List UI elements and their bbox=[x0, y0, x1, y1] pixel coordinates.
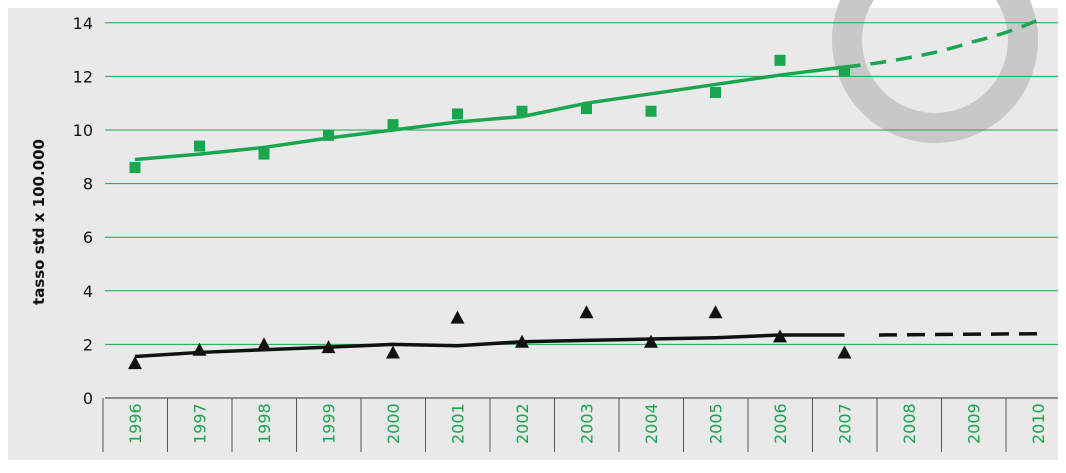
data-point-square bbox=[645, 105, 657, 117]
data-point-triangle bbox=[192, 342, 207, 356]
data-point-triangle bbox=[386, 345, 400, 359]
data-point-triangle bbox=[257, 337, 271, 351]
data-point-triangle bbox=[579, 305, 594, 319]
data-point-triangle bbox=[450, 310, 465, 324]
data-point-triangle bbox=[128, 356, 142, 370]
x-tick-label: 2005 bbox=[707, 403, 726, 444]
y-tick-label: 4 bbox=[83, 282, 93, 301]
y-tick-label: 6 bbox=[83, 228, 93, 247]
chart-panel bbox=[8, 8, 1058, 460]
y-tick-label: 14 bbox=[73, 14, 93, 33]
data-point-square bbox=[194, 140, 205, 152]
x-tick-label: 2004 bbox=[642, 403, 661, 444]
data-point-square bbox=[452, 108, 463, 120]
x-tick-label: 1996 bbox=[126, 403, 145, 444]
data-point-square bbox=[516, 105, 528, 117]
data-point-triangle bbox=[708, 305, 723, 319]
x-tick-label: 1998 bbox=[255, 403, 274, 444]
data-point-square bbox=[129, 162, 141, 174]
data-point-triangle bbox=[515, 334, 529, 348]
decoration-layer bbox=[832, 0, 1038, 143]
x-tick-label: 2006 bbox=[771, 403, 790, 444]
x-tick-label: 2000 bbox=[384, 403, 403, 444]
data-point-triangle bbox=[773, 329, 787, 343]
series-layer bbox=[128, 18, 1039, 370]
data-point-triangle bbox=[644, 334, 658, 348]
data-point-triangle bbox=[837, 345, 852, 359]
y-tick-label: 12 bbox=[73, 67, 93, 86]
y-tick-label: 2 bbox=[83, 335, 93, 354]
x-tick-label: 2009 bbox=[965, 403, 984, 444]
x-tick-label: 2007 bbox=[836, 403, 855, 444]
trend-line bbox=[134, 333, 845, 359]
data-point-square bbox=[323, 129, 334, 141]
projection-line bbox=[844, 18, 1039, 69]
y-axis-label: tasso std x 100.000 bbox=[30, 139, 48, 305]
data-point-square bbox=[258, 148, 270, 160]
x-tick-label: 1997 bbox=[191, 403, 210, 444]
series-0 bbox=[129, 18, 1039, 174]
data-point-triangle bbox=[321, 340, 336, 354]
x-tick-label: 2001 bbox=[449, 403, 468, 444]
y-tick-label: 10 bbox=[73, 121, 93, 140]
x-tick-label: 2003 bbox=[578, 403, 597, 444]
y-tick-label: 0 bbox=[83, 389, 93, 408]
data-point-square bbox=[774, 54, 786, 66]
x-tick-label: 2010 bbox=[1029, 403, 1048, 444]
data-point-square bbox=[387, 119, 399, 131]
x-tick-label: 1999 bbox=[320, 403, 339, 444]
data-point-square bbox=[710, 86, 721, 98]
series-1 bbox=[128, 305, 1039, 370]
decorative-ring bbox=[832, 0, 1038, 143]
data-point-square bbox=[581, 103, 592, 115]
x-tick-label: 2002 bbox=[513, 403, 532, 444]
x-tick-label: 2008 bbox=[900, 403, 919, 444]
trend-line bbox=[134, 65, 845, 162]
y-tick-label: 8 bbox=[83, 175, 93, 194]
axis-layer: 0 2 4 6 8 10 12 14 1996 1997 1998 1999 2000 2001 2002 2… bbox=[73, 14, 1058, 452]
data-point-square bbox=[839, 65, 850, 77]
